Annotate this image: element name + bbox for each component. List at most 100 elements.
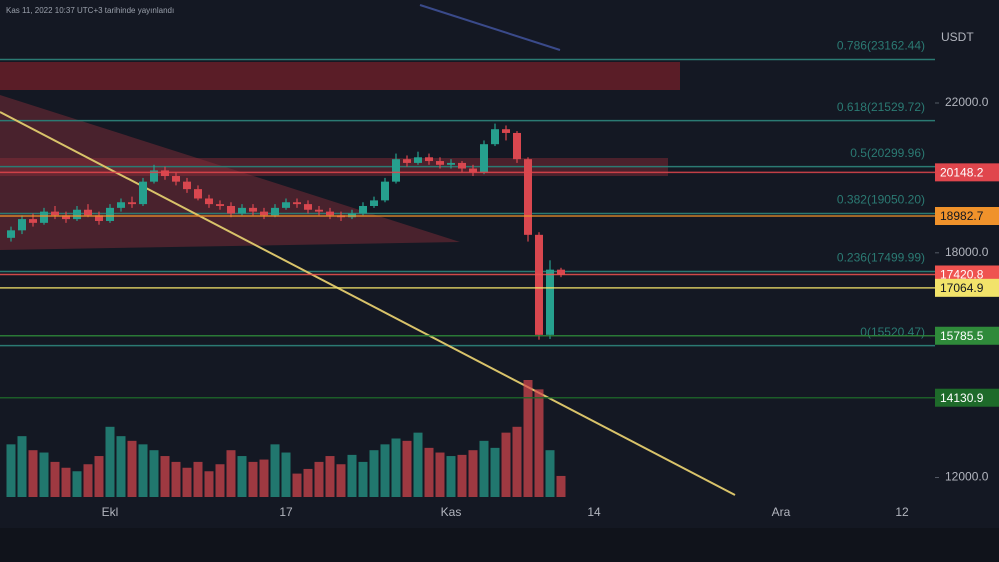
candle-body: [172, 176, 180, 182]
volume-bar: [50, 461, 60, 497]
volume-bar: [83, 464, 93, 497]
volume-bar: [259, 459, 269, 497]
volume-bar: [424, 447, 434, 497]
candle-body: [73, 209, 81, 220]
header: Kas 11, 2022 10:37 UTC+3 tarihinde yayın…: [6, 6, 174, 15]
candle-body: [469, 168, 477, 173]
volume-bar: [28, 450, 38, 497]
x-tick-label: Ara: [772, 505, 791, 519]
candle-body: [557, 269, 565, 275]
volume-bar: [402, 440, 412, 497]
price-label: 20148.2: [940, 166, 984, 180]
candle-body: [106, 207, 114, 221]
candle-body: [161, 170, 169, 177]
candle-body: [491, 129, 499, 145]
fib-label: 0.618(21529.72): [837, 100, 925, 114]
volume-bar: [501, 432, 511, 497]
volume-bar: [512, 426, 522, 497]
volume-bar: [94, 456, 104, 497]
candle-body: [524, 159, 532, 235]
candle-body: [62, 215, 70, 220]
price-badge: [935, 163, 999, 182]
x-tick-label: 12: [895, 505, 909, 519]
volume-bar: [358, 461, 368, 497]
candle-body: [546, 269, 554, 335]
volume-bar: [182, 467, 192, 497]
candle-body: [194, 189, 202, 199]
price-badge: [935, 278, 999, 297]
candle-body: [370, 200, 378, 206]
candle-body: [260, 211, 268, 216]
volume-bar: [17, 436, 27, 497]
candle-body: [535, 234, 543, 335]
x-tick-label: Ekl: [102, 505, 119, 519]
candle-body: [205, 198, 213, 205]
price-badge: [935, 326, 999, 345]
volume-bar: [237, 456, 247, 497]
candle-body: [51, 211, 59, 216]
candle-body: [315, 209, 323, 212]
volume-bar: [72, 471, 82, 497]
price-label: 17064.9: [940, 281, 984, 295]
volume-bar: [204, 471, 214, 497]
candle-body: [304, 204, 312, 210]
candle-body: [150, 170, 158, 182]
candle-body: [403, 159, 411, 163]
candle-body: [216, 204, 224, 206]
candle-body: [326, 211, 334, 216]
candle-body: [183, 181, 191, 190]
volume-bar: [138, 444, 148, 497]
candle-body: [238, 207, 246, 214]
volume-bar: [523, 380, 533, 497]
volume-bar: [556, 475, 566, 497]
fib-label: 0(15520.47): [860, 325, 925, 339]
price-badge: [935, 207, 999, 226]
candle-body: [84, 209, 92, 216]
candle-body: [293, 202, 301, 205]
candle-body: [128, 202, 136, 205]
volume-bar: [61, 467, 71, 497]
trend-line: [419, 4, 561, 51]
volume-bar: [347, 454, 357, 497]
fib-label: 0.236(17499.99): [837, 251, 925, 265]
candle-body: [414, 157, 422, 163]
volume-bar: [380, 444, 390, 497]
price-label: 15785.5: [940, 329, 984, 343]
volume-bar: [193, 461, 203, 497]
candle-body: [436, 161, 444, 165]
trend-line: [0, 111, 736, 496]
candle-body: [359, 205, 367, 214]
volume-bar: [325, 456, 335, 497]
volume-bar: [336, 464, 346, 497]
volume-bar: [468, 450, 478, 497]
volume-bar: [545, 450, 555, 497]
volume-bar: [391, 438, 401, 497]
y-tick-label: 18000.0: [945, 245, 989, 259]
volume-bar: [127, 440, 137, 497]
volume-bar: [281, 452, 291, 497]
volume-bar: [369, 450, 379, 497]
volume-bar: [270, 444, 280, 497]
candle-body: [502, 129, 510, 133]
y-tick-label: 22000.0: [945, 95, 989, 109]
candle-body: [425, 157, 433, 162]
candle-body: [95, 215, 103, 221]
volume-bar: [171, 461, 181, 497]
candle-body: [18, 219, 26, 231]
candle-body: [139, 181, 147, 205]
volume-bar: [490, 447, 500, 497]
candle-body: [392, 159, 400, 182]
candle-body: [447, 162, 455, 165]
volume-bar: [215, 464, 225, 497]
candle-body: [40, 211, 48, 223]
x-tick-label: Kas: [441, 505, 462, 519]
price-label: 14130.9: [940, 391, 984, 405]
volume-bar: [413, 432, 423, 497]
candle-body: [29, 219, 37, 223]
candle-body: [381, 181, 389, 201]
candle-body: [271, 207, 279, 216]
fib-label: 0.5(20299.96): [850, 146, 925, 160]
footer-band: [0, 528, 999, 562]
fib-label: 0.786(23162.44): [837, 39, 925, 53]
